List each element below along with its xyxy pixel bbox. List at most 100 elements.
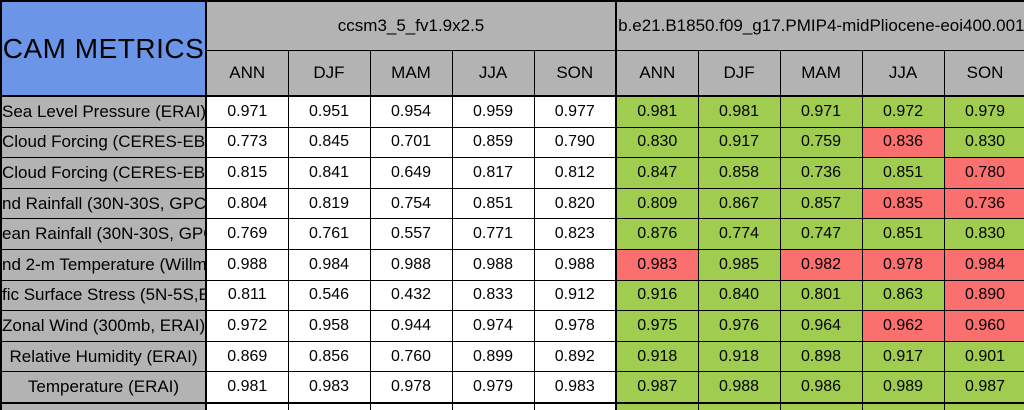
metric-value-cell: 0.918 [697,340,781,373]
metric-value-cell: 0.899 [451,340,535,373]
metric-value-cell: 0.960 [943,310,1024,342]
metric-value-cell: 0.851 [451,187,535,220]
row-label: nd Rainfall (30N-30S, GPC [0,187,207,220]
metric-value-cell: 0.856 [287,340,371,373]
metric-value-cell: 0.841 [287,157,371,189]
season-header: JJA [861,50,945,97]
metric-value-cell: 0.546 [287,279,371,312]
header-group-row: CAM METRICS ccsm3_5_fv1.9x2.5 b.e21.B185… [0,0,1024,97]
season-header: SON [943,50,1024,97]
model-header-ccsm3: ccsm3_5_fv1.9x2.5 [205,0,617,51]
metric-value-cell: 0.988 [451,248,535,281]
metric-value-cell: 0.774 [697,218,781,250]
metric-value-cell: 0.987 [943,371,1024,404]
metric-value-cell [451,401,535,410]
table-row: nd Rainfall (30N-30S, GPC 0.804 0.819 0.754… [0,187,1024,220]
metric-value-cell: 0.972 [205,310,289,342]
metric-value-cell [943,401,1024,410]
metric-value-cell: 0.978 [533,310,617,342]
metric-value-cell: 0.892 [533,340,617,373]
metric-value-cell: 0.951 [287,95,371,128]
metric-value-cell: 0.989 [861,371,945,404]
metric-value-cell [533,401,617,410]
model-header-pmip4: b.e21.B1850.f09_g17.PMIP4-midPliocene-eo… [615,0,1024,51]
table-title: CAM METRICS [0,0,207,97]
table-row: Temperature (ERAI) 0.981 0.983 0.978 0.979 0.… [0,371,1024,404]
metric-value-cell: 0.986 [779,371,863,404]
row-label: nd 2-m Temperature (Willmo [0,248,207,281]
metric-value-cell: 0.701 [369,126,453,159]
metric-value-cell: 0.959 [451,95,535,128]
row-label: Zonal Wind (300mb, ERAI) [0,310,207,342]
metric-value-cell: 0.978 [861,248,945,281]
metric-value-cell: 0.982 [779,248,863,281]
table-row: Relative Humidity (ERAI) 0.869 0.856 0.760 0… [0,340,1024,373]
metric-value-cell: 0.851 [861,218,945,250]
metric-value-cell: 0.557 [369,218,453,250]
metric-value-cell: 0.812 [533,157,617,189]
metric-value-cell: 0.780 [943,157,1024,189]
metric-value-cell: 0.859 [451,126,535,159]
metric-value-cell: 0.978 [369,371,453,404]
metric-value-cell: 0.845 [287,126,371,159]
season-header: MAM [779,50,863,97]
metric-value-cell: 0.747 [779,218,863,250]
metric-value-cell: 0.851 [861,157,945,189]
metric-value-cell: 0.833 [451,279,535,312]
metric-value-cell: 0.801 [779,279,863,312]
metric-value-cell: 0.790 [533,126,617,159]
metric-value-cell: 0.972 [861,95,945,128]
row-label: ean Rainfall (30N-30S, GPC [0,218,207,250]
metric-value-cell: 0.823 [533,218,617,250]
metric-value-cell [615,401,699,410]
metric-value-cell: 0.974 [451,310,535,342]
metric-value-cell: 0.962 [861,310,945,342]
season-header: JJA [451,50,535,97]
season-header: MAM [369,50,453,97]
metric-value-cell: 0.863 [861,279,945,312]
metric-value-cell: 0.981 [615,95,699,128]
metric-value-cell: 0.817 [451,157,535,189]
metric-value-cell [369,401,453,410]
metric-value-cell: 0.754 [369,187,453,220]
metric-value-cell: 0.830 [615,126,699,159]
metric-value-cell: 0.840 [697,279,781,312]
row-label: Temperature (ERAI) [0,371,207,404]
metric-value-cell: 0.835 [861,187,945,220]
metric-value-cell: 0.432 [369,279,453,312]
row-label: Relative Humidity (ERAI) [0,340,207,373]
metric-value-cell: 0.898 [779,340,863,373]
metric-value-cell: 0.917 [697,126,781,159]
metric-value-cell: 0.983 [533,371,617,404]
metric-value-cell [861,401,945,410]
header-season-row: ANN DJF MAM JJA SON ANN DJF MAM JJA SON [1,50,1024,97]
season-header: ANN [615,50,699,97]
metric-value-cell: 0.811 [205,279,289,312]
row-label: Cloud Forcing (CERES-EB [0,126,207,159]
metric-value-cell: 0.988 [533,248,617,281]
metric-value-cell: 0.771 [451,218,535,250]
metric-value-cell: 0.916 [615,279,699,312]
metric-value-cell: 0.988 [205,248,289,281]
metric-value-cell: 0.736 [943,187,1024,220]
metric-value-cell: 0.836 [861,126,945,159]
table-body: Sea Level Pressure (ERAI) 0.971 0.951 0.954… [0,95,1024,410]
row-label: fic Surface Stress (5N-5S,E [0,279,207,312]
metric-value-cell: 0.985 [697,248,781,281]
metric-value-cell: 0.918 [615,340,699,373]
metric-value-cell: 0.857 [779,187,863,220]
metric-value-cell: 0.820 [533,187,617,220]
metric-value-cell: 0.830 [943,126,1024,159]
metric-value-cell: 0.761 [287,218,371,250]
metric-value-cell: 0.979 [943,95,1024,128]
metric-value-cell: 0.890 [943,279,1024,312]
table-row: nd 2-m Temperature (Willmo 0.988 0.984 0.98… [0,248,1024,281]
metric-value-cell: 0.981 [205,371,289,404]
metric-value-cell [697,401,781,410]
metric-value-cell: 0.975 [615,310,699,342]
metric-value-cell: 0.769 [205,218,289,250]
metric-value-cell: 0.979 [451,371,535,404]
table-row: fic Surface Stress (5N-5S,E 0.811 0.546 0.4… [0,279,1024,312]
